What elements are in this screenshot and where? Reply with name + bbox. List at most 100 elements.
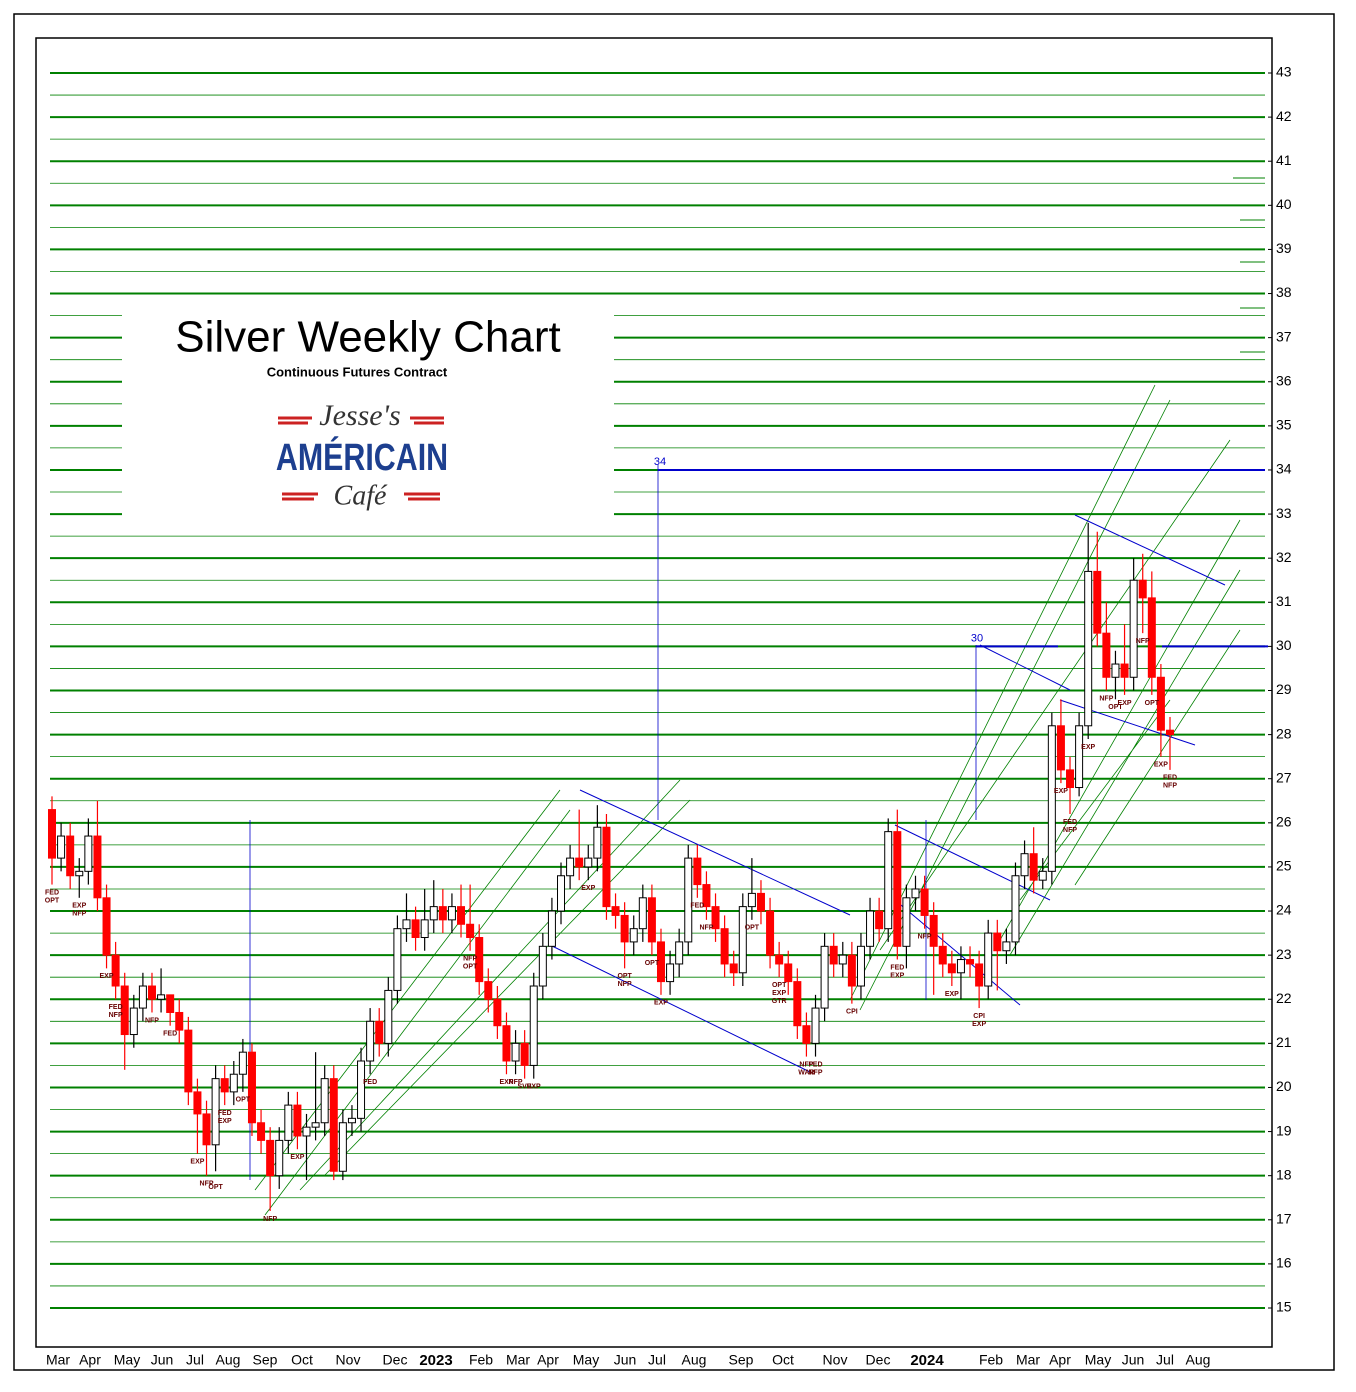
y-tick-label: 41 (1276, 152, 1292, 168)
event-label: NFP (463, 956, 477, 963)
x-tick-label: Jul (648, 1352, 666, 1368)
x-tick-label: Oct (291, 1352, 313, 1368)
event-label: OPT (236, 1097, 251, 1104)
candle-body (693, 857, 702, 886)
candle-body (66, 835, 75, 877)
event-label: FED (363, 1079, 377, 1086)
candle-body (975, 963, 984, 987)
logo-line: Café (334, 480, 388, 511)
candle-body (620, 914, 629, 943)
event-label: EXP (499, 1079, 513, 1086)
event-label: NFP (809, 1069, 823, 1076)
candle-body (102, 897, 111, 956)
x-tick-label: Mar (46, 1352, 70, 1368)
candle-body (411, 919, 420, 938)
candle-body (357, 1060, 366, 1119)
event-label: NFP (1136, 638, 1150, 645)
candle-body (320, 1078, 329, 1124)
y-tick-label: 33 (1276, 505, 1292, 521)
candle-body (420, 919, 429, 938)
candle-body (275, 1139, 284, 1177)
candle-body (1166, 729, 1174, 736)
event-label: OPT (745, 925, 760, 932)
candle-body (1129, 579, 1138, 678)
event-label: OPT (45, 897, 60, 904)
candle-body (756, 892, 765, 912)
logo-line: AMÉRICAIN (276, 435, 448, 479)
candle-body (529, 985, 538, 1066)
event-label: EXP (945, 991, 959, 998)
candle-body (1038, 870, 1047, 881)
event-label: FED (690, 903, 704, 910)
candle-body (175, 1011, 184, 1031)
candle-body (920, 888, 929, 916)
x-tick-label: Jun (1122, 1352, 1145, 1368)
event-label: FED (218, 1110, 232, 1117)
candle-body (366, 1020, 375, 1062)
candle-body (538, 945, 547, 987)
y-tick-label: 29 (1276, 681, 1292, 697)
y-tick-label: 34 (1276, 461, 1292, 477)
candle-body (193, 1091, 202, 1115)
candle-body (466, 923, 475, 939)
candle-body (111, 954, 120, 987)
candle-body (329, 1078, 338, 1172)
candle-body (720, 928, 729, 965)
y-tick-label: 19 (1276, 1122, 1292, 1138)
y-tick-label: 26 (1276, 814, 1292, 830)
y-tick-label: 20 (1276, 1078, 1292, 1094)
candle-body (557, 875, 566, 912)
logo-line: Jesse's (319, 399, 400, 432)
candles (48, 522, 1174, 1211)
candle-body (57, 835, 66, 859)
event-label: OPT (208, 1184, 223, 1191)
candle-body (656, 941, 665, 983)
event-label: FED (1063, 819, 1077, 826)
candle-body (729, 963, 738, 974)
y-tick-label: 42 (1276, 108, 1292, 124)
candle-body (1147, 597, 1156, 678)
candle-body (856, 945, 865, 987)
event-label: EXP (100, 973, 114, 980)
x-tick-label: May (1085, 1352, 1111, 1368)
candle-body (475, 937, 484, 983)
candle-body (202, 1113, 211, 1146)
event-label: NFP (799, 1061, 813, 1068)
x-tick-label: Dec (383, 1352, 408, 1368)
event-label: EXP (972, 1021, 986, 1028)
y-tick-label: 40 (1276, 196, 1292, 212)
candle-body (520, 1042, 529, 1066)
candle-body (1120, 663, 1129, 678)
candle-body (929, 914, 938, 947)
candle-body (684, 857, 693, 943)
candle-body (238, 1051, 247, 1075)
candle-body (266, 1139, 275, 1177)
candle-body (302, 1126, 311, 1137)
candle-body (220, 1078, 229, 1093)
candle-body (1066, 769, 1075, 789)
event-label: NFP (200, 1181, 214, 1188)
candle-body (384, 989, 393, 1044)
candle-body (893, 831, 902, 947)
candle-body (593, 826, 602, 859)
candle-body (157, 994, 166, 1000)
x-tick-label: 2024 (910, 1352, 944, 1369)
event-label: CPI (846, 1009, 858, 1016)
event-label: FED (890, 964, 904, 971)
candle-body (984, 932, 993, 987)
y-tick-label: 22 (1276, 990, 1292, 1006)
event-label: EXP (527, 1083, 541, 1090)
candle-body (547, 910, 556, 947)
event-label: NFP (699, 925, 713, 932)
candle-body (947, 963, 956, 974)
event-label: FED (163, 1031, 177, 1038)
candle-body (911, 888, 920, 899)
event-label: SVB (517, 1083, 531, 1090)
candle-body (938, 945, 947, 965)
event-label: WAR (798, 1069, 814, 1076)
candle-body (502, 1025, 511, 1062)
level-label: 34 (654, 456, 666, 468)
candle-body (247, 1051, 256, 1124)
candle-body (666, 963, 675, 983)
candle-body (847, 954, 856, 987)
